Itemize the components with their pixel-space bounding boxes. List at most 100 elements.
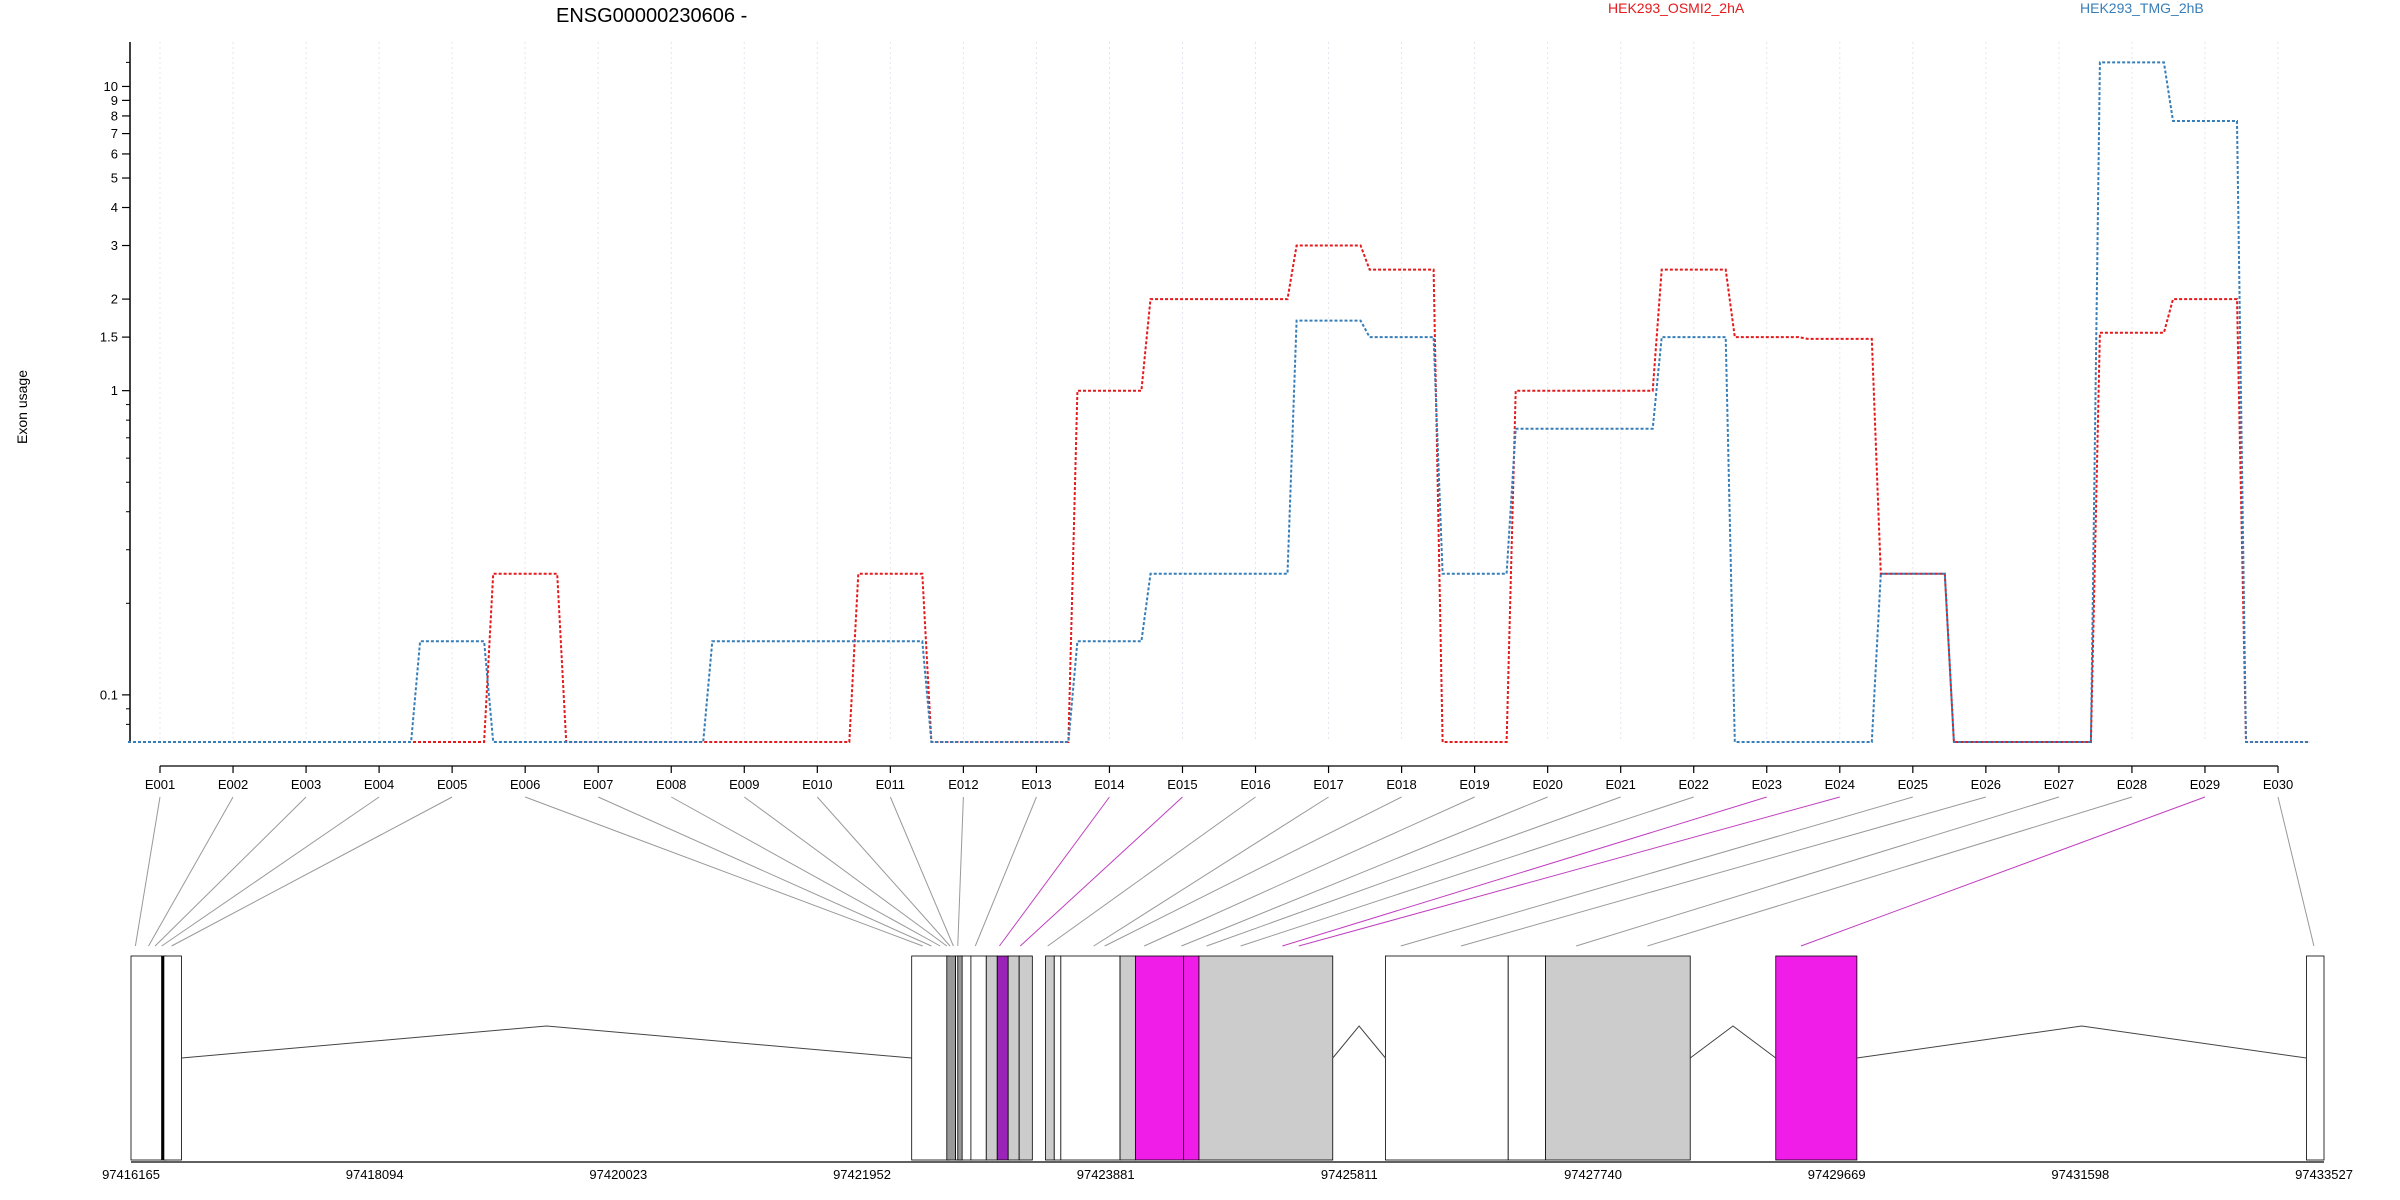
x-tick-label: E026: [1971, 777, 2001, 792]
exon-mapping-line-E020: [1181, 796, 1548, 947]
series-line-1: [128, 61, 2310, 743]
x-tick-label: E020: [1532, 777, 1562, 792]
exon-mapping-line-E018: [1104, 796, 1402, 947]
exon-mapping-line-E008: [670, 796, 941, 947]
exon-block: [1384, 955, 1509, 1161]
exon-block: [1018, 955, 1033, 1161]
exon-block: [1053, 955, 1062, 1161]
exon-mapping-line-E028: [1647, 796, 2133, 947]
exon-block: [130, 955, 163, 1161]
chart-title: ENSG00000230606 -: [556, 5, 747, 27]
genomic-coordinate-label: 97421952: [833, 1167, 891, 1182]
y-axis-label: Exon usage: [14, 370, 30, 444]
exon-mapping-line-E026: [1460, 796, 1986, 947]
x-tick-label: E017: [1313, 777, 1343, 792]
exon-mapping-line-E001: [134, 796, 161, 947]
exon-mapping-line-E004: [161, 796, 380, 947]
exon-mapping-line-E022: [1240, 796, 1694, 947]
x-tick-label: E004: [364, 777, 394, 792]
exon-block: [946, 955, 956, 1161]
exon-block: [1507, 955, 1546, 1161]
y-tick-label: 10: [104, 79, 118, 94]
exon-block: [1060, 955, 1121, 1161]
x-tick-label: E009: [729, 777, 759, 792]
y-tick-label: 4: [111, 200, 118, 215]
x-tick-label: E029: [2190, 777, 2220, 792]
exon-mapping-line-E016: [1047, 796, 1256, 947]
x-tick-label: E010: [802, 777, 832, 792]
gene-model: 97416165 97418094 97420023 97421952 97423881…: [102, 955, 2353, 1182]
exon-mapping-line-E024: [1298, 796, 1840, 947]
exon-mapping-line-E003: [154, 796, 307, 947]
x-tick-label: E014: [1094, 777, 1124, 792]
exon-block: [1775, 955, 1858, 1161]
x-tick-label: E025: [1898, 777, 1928, 792]
x-tick-label: E007: [583, 777, 613, 792]
x-tick-label: E002: [218, 777, 248, 792]
x-tick-label: E022: [1679, 777, 1709, 792]
y-tick-label: 0.1: [100, 687, 118, 702]
exon-block: [1545, 955, 1691, 1161]
exon-block: [911, 955, 950, 1161]
genomic-coordinate-label: 97425811: [1321, 1167, 1378, 1182]
y-tick-label: 7: [111, 126, 118, 141]
y-tick-label: 1: [111, 383, 118, 398]
intron-line: [181, 1025, 912, 1059]
genomic-coordinate-label: 97433527: [2295, 1167, 2353, 1182]
exon-mapping-line-E027: [1576, 796, 2060, 947]
x-tick-label: E012: [948, 777, 978, 792]
y-tick-label: 6: [111, 146, 118, 161]
exon-block: [996, 955, 1009, 1161]
genomic-coordinate-label: 97416165: [102, 1167, 160, 1182]
x-tick-label: E008: [656, 777, 686, 792]
exon-mapping-line-E006: [524, 796, 923, 947]
y-tick-label: 3: [111, 238, 118, 253]
x-tick-label: E006: [510, 777, 540, 792]
x-tick-label: E030: [2263, 777, 2293, 792]
x-tick-label: E013: [1021, 777, 1051, 792]
exon-mapping-line-E009: [743, 796, 948, 947]
exon-mapping-line-E015: [1019, 796, 1183, 947]
exon-block: [1183, 955, 1200, 1161]
exon-mapping-line-E007: [598, 796, 932, 947]
intron-line: [1689, 1025, 1777, 1059]
exon-mapping-lines: [134, 796, 2315, 947]
legend-label-tmg: HEK293_TMG_2hB: [2080, 0, 2204, 16]
x-tick-label: E001: [145, 777, 175, 792]
exon-mapping-line-E023: [1282, 796, 1767, 947]
exon-block: [1134, 955, 1185, 1161]
y-tick-label: 1.5: [100, 330, 118, 345]
exon-mapping-line-E011: [889, 796, 954, 947]
exon-block: [1198, 955, 1334, 1161]
exon-block: [163, 955, 182, 1161]
exon-mapping-line-E002: [148, 796, 234, 947]
intron-line: [1332, 1025, 1386, 1059]
x-tick-label: E015: [1167, 777, 1197, 792]
y-tick-label: 2: [111, 292, 118, 307]
genomic-coordinate-label: 97423881: [1077, 1167, 1135, 1182]
y-tick-label: 5: [111, 171, 118, 186]
legend-label-osmi2: HEK293_OSMI2_2hA: [1608, 0, 1745, 16]
exon-block: [2306, 955, 2325, 1161]
x-tick-label: E024: [1825, 777, 1855, 792]
y-tick-label: 9: [111, 93, 118, 108]
genomic-coordinate-label: 97431598: [2051, 1167, 2109, 1182]
genomic-coordinate-label: 97429669: [1808, 1167, 1866, 1182]
exon-mapping-line-E014: [999, 796, 1110, 947]
x-tick-label: E016: [1240, 777, 1270, 792]
exon-block: [957, 955, 963, 1161]
exon-mapping-line-E021: [1206, 796, 1621, 947]
exon-mapping-line-E012: [957, 796, 964, 947]
exon-block: [985, 955, 998, 1161]
x-tick-label: E003: [291, 777, 321, 792]
genomic-coordinate-label: 97418094: [346, 1167, 404, 1182]
exon-mapping-line-E013: [974, 796, 1037, 947]
x-tick-label: E028: [2117, 777, 2147, 792]
genomic-coordinate-label: 97420023: [589, 1167, 647, 1182]
x-tick-label: E005: [437, 777, 467, 792]
x-tick-label: E011: [876, 777, 905, 792]
exon-mapping-line-E025: [1400, 796, 1913, 947]
exon-block: [970, 955, 987, 1161]
